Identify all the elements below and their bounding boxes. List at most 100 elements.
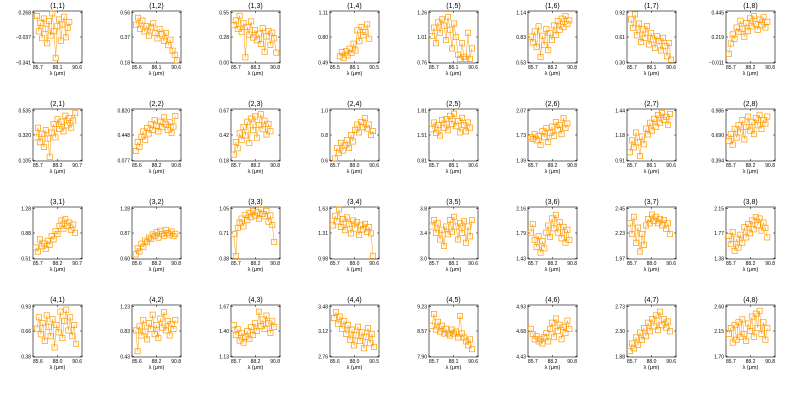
data-point xyxy=(549,37,555,43)
x-tick-label: 88.1 xyxy=(647,163,657,169)
y-tick-label: 1.14 xyxy=(516,10,526,16)
data-point xyxy=(535,233,542,240)
y-tick-label: −0.011 xyxy=(709,60,724,66)
x-tick-label: 88.2 xyxy=(548,359,558,365)
data-point xyxy=(157,118,164,125)
data-point xyxy=(330,222,336,229)
y-tick-label: 3.8 xyxy=(420,206,427,212)
data-point xyxy=(562,125,569,132)
x-tick-label: 85.7 xyxy=(627,163,637,169)
data-point xyxy=(545,222,552,229)
data-point xyxy=(549,319,555,326)
x-tick-label: 90.8 xyxy=(567,359,577,365)
data-point xyxy=(643,333,649,340)
x-tick-label: 90.8 xyxy=(765,65,775,71)
y-tick-label: 0.98 xyxy=(318,256,328,262)
data-point xyxy=(252,212,258,219)
y-tick-label: 0.92 xyxy=(615,10,625,16)
data-point xyxy=(157,227,164,234)
data-point xyxy=(661,217,667,223)
data-point xyxy=(42,127,49,134)
x-axis-label: λ (μm) xyxy=(644,267,660,273)
data-point xyxy=(463,338,469,345)
data-point xyxy=(655,111,661,118)
data-point xyxy=(639,336,645,343)
data-point xyxy=(242,333,249,340)
data-point xyxy=(467,124,473,131)
data-point xyxy=(637,329,643,336)
x-tick-label: 90.8 xyxy=(270,163,280,169)
data-point xyxy=(366,121,372,128)
data-point xyxy=(160,38,167,45)
data-point xyxy=(653,123,659,130)
data-point xyxy=(359,329,365,336)
y-tick-label: 0.88 xyxy=(21,231,31,237)
x-tick-label: 85.7 xyxy=(528,261,538,267)
series-line xyxy=(629,213,671,252)
data-point xyxy=(550,334,557,341)
data-point xyxy=(547,30,554,37)
data-point xyxy=(230,22,237,29)
data-point xyxy=(232,252,239,259)
data-point xyxy=(53,321,60,328)
data-point xyxy=(543,330,550,337)
data-point xyxy=(368,132,374,138)
data-point xyxy=(362,29,369,35)
data-point xyxy=(449,326,455,333)
data-point xyxy=(357,338,363,345)
data-point xyxy=(431,311,437,317)
data-point xyxy=(735,244,742,251)
data-point xyxy=(244,217,251,224)
data-point xyxy=(447,26,453,33)
subplot-title: (2,7) xyxy=(644,101,658,108)
data-point xyxy=(269,29,276,36)
x-tick-label: 90.8 xyxy=(171,163,181,169)
data-point xyxy=(154,35,161,42)
data-point xyxy=(437,236,443,243)
data-point xyxy=(253,134,260,141)
x-axis-label: λ (μm) xyxy=(644,169,660,175)
series-line xyxy=(530,214,570,253)
data-point xyxy=(149,311,156,318)
y-tick-label: 3.48 xyxy=(318,304,328,310)
data-point xyxy=(641,141,647,148)
data-point xyxy=(731,125,738,132)
y-tick-label: 1.44 xyxy=(615,108,625,114)
data-point xyxy=(443,325,449,332)
x-axis-label: λ (μm) xyxy=(644,71,660,77)
subplot-title: (3,7) xyxy=(644,199,658,206)
x-axis-label: λ (μm) xyxy=(545,169,561,175)
data-point xyxy=(147,326,154,332)
x-axis-label: λ (μm) xyxy=(248,71,264,77)
subplot-3-5: (3,5) 3.8 3.4 3.085.7 88.1 90.6 λ (μm) xyxy=(420,199,479,273)
x-tick-label: 85.7 xyxy=(726,359,736,365)
data-point xyxy=(447,217,453,223)
x-tick-label: 88.2 xyxy=(746,163,756,169)
data-point xyxy=(737,129,744,136)
data-point xyxy=(161,233,167,240)
x-tick-label: 90.8 xyxy=(567,261,577,267)
data-point xyxy=(146,320,152,327)
data-point xyxy=(167,36,174,43)
y-tick-label: 4.68 xyxy=(516,329,526,335)
data-point xyxy=(649,316,655,323)
data-point xyxy=(558,131,565,138)
data-point xyxy=(172,113,179,119)
data-point xyxy=(439,116,445,123)
data-point xyxy=(750,333,757,340)
data-point xyxy=(352,225,358,232)
y-tick-label: 1.67 xyxy=(219,304,229,310)
data-point xyxy=(61,318,68,325)
y-tick-label: 0.38 xyxy=(21,354,31,360)
data-point xyxy=(170,326,177,332)
data-point xyxy=(236,130,243,137)
data-point xyxy=(629,137,635,144)
y-tick-label: 0.30 xyxy=(615,60,625,66)
data-point xyxy=(132,251,139,258)
data-point xyxy=(232,331,239,338)
x-tick-label: 90.8 xyxy=(171,359,181,365)
data-point xyxy=(547,233,554,240)
